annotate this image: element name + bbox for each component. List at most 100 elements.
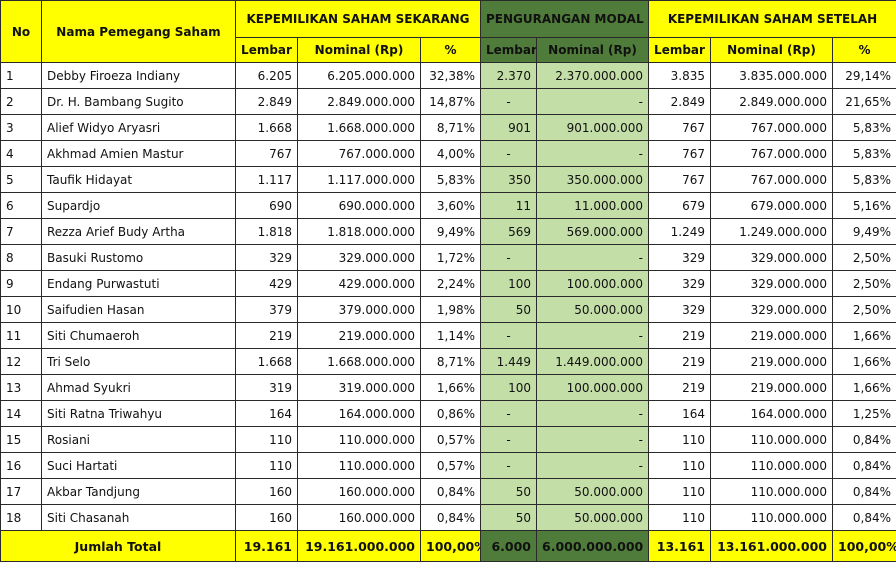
cell-no: 9 (0, 270, 42, 297)
cell-aft-nominal: 767.000.000 (710, 114, 833, 141)
cell-aft-lembar: 110 (648, 426, 711, 453)
col-header-cur-lembar: Lembar (235, 37, 298, 63)
table-row: 17 Akbar Tandjung 160 160.000.000 0,84% 50 50.… (0, 478, 896, 505)
col-header-cur-nominal: Nominal (Rp) (297, 37, 421, 63)
cell-aft-lembar: 679 (648, 192, 711, 219)
cell-cur-nominal: 429.000.000 (297, 270, 421, 297)
cell-red-nominal: 901.000.000 (536, 114, 649, 141)
cell-aft-lembar: 767 (648, 140, 711, 167)
cell-no: 2 (0, 88, 42, 115)
cell-cur-lembar: 429 (235, 270, 298, 297)
table-row: 13 Ahmad Syukri 319 319.000.000 1,66% 100 100.… (0, 374, 896, 401)
cell-aft-nominal: 767.000.000 (710, 140, 833, 167)
cell-aft-pct: 0,84% (831, 478, 896, 505)
cell-aft-lembar: 767 (648, 166, 711, 193)
cell-cur-nominal: 110.000.000 (297, 426, 421, 453)
cell-red-nominal: - (536, 88, 649, 115)
cell-cur-nominal: 690.000.000 (297, 192, 421, 219)
cell-aft-nominal: 679.000.000 (710, 192, 833, 219)
cell-no: 17 (0, 478, 42, 505)
cell-cur-lembar: 110 (235, 452, 298, 479)
cell-red-lembar: - (480, 426, 537, 453)
cell-aft-lembar: 329 (648, 270, 711, 297)
cell-red-lembar: 350 (480, 166, 537, 193)
cell-aft-nominal: 329.000.000 (710, 270, 833, 297)
col-header-red-lembar: Lembar (480, 37, 537, 63)
cell-red-nominal: 2.370.000.000 (536, 62, 649, 89)
table-row: 18 Siti Chasanah 160 160.000.000 0,84% 50 50.0… (0, 504, 896, 531)
table-row: 3 Alief Widyo Aryasri 1.668 1.668.000.000 8,… (0, 114, 896, 141)
cell-red-lembar: 11 (480, 192, 537, 219)
cell-aft-lembar: 3.835 (648, 62, 711, 89)
cell-red-lembar: 2.370 (480, 62, 537, 89)
cell-aft-pct: 5,83% (831, 114, 896, 141)
cell-red-lembar: 50 (480, 296, 537, 323)
cell-aft-nominal: 219.000.000 (710, 374, 833, 401)
cell-red-nominal: 350.000.000 (536, 166, 649, 193)
cell-cur-lembar: 164 (235, 400, 298, 427)
cell-cur-pct: 1,66% (420, 374, 481, 401)
table-row: 6 Supardjo 690 690.000.000 3,60% 11 11.000.000… (0, 192, 896, 219)
cell-red-lembar: - (480, 322, 537, 349)
header-row-groups: No Nama Pemegang Saham KEPEMILIKAN SAHAM… (0, 0, 896, 63)
cell-aft-nominal: 110.000.000 (710, 504, 833, 531)
cell-red-nominal: 1.449.000.000 (536, 348, 649, 375)
cell-cur-pct: 8,71% (420, 348, 481, 375)
total-cur-nominal: 19.161.000.000 (297, 530, 421, 562)
cell-red-nominal: 100.000.000 (536, 374, 649, 401)
cell-no: 4 (0, 140, 42, 167)
cell-aft-pct: 5,83% (831, 140, 896, 167)
cell-cur-pct: 5,83% (420, 166, 481, 193)
total-label: Jumlah Total (0, 530, 236, 562)
cell-aft-lembar: 219 (648, 322, 711, 349)
total-aft-nominal: 13.161.000.000 (710, 530, 833, 562)
cell-cur-nominal: 319.000.000 (297, 374, 421, 401)
col-header-cur-pct: % (420, 37, 481, 63)
cell-red-nominal: 100.000.000 (536, 270, 649, 297)
col-header-aft-nominal: Nominal (Rp) (710, 37, 833, 63)
cell-name: Siti Chumaeroh (41, 322, 236, 349)
cell-red-nominal: - (536, 426, 649, 453)
cell-name: Tri Selo (41, 348, 236, 375)
cell-name: Siti Chasanah (41, 504, 236, 531)
cell-no: 1 (0, 62, 42, 89)
cell-aft-lembar: 110 (648, 504, 711, 531)
cell-aft-lembar: 110 (648, 478, 711, 505)
table-row: 12 Tri Selo 1.668 1.668.000.000 8,71% 1.449 1.… (0, 348, 896, 375)
cell-cur-nominal: 767.000.000 (297, 140, 421, 167)
cell-cur-pct: 0,86% (420, 400, 481, 427)
cell-aft-lembar: 219 (648, 374, 711, 401)
cell-cur-nominal: 329.000.000 (297, 244, 421, 271)
cell-name: Endang Purwastuti (41, 270, 236, 297)
cell-cur-nominal: 379.000.000 (297, 296, 421, 323)
cell-name: Dr. H. Bambang Sugito (41, 88, 236, 115)
cell-red-nominal: 50.000.000 (536, 504, 649, 531)
cell-cur-pct: 3,60% (420, 192, 481, 219)
total-cur-pct: 100,00% (420, 530, 481, 562)
cell-cur-pct: 1,98% (420, 296, 481, 323)
cell-aft-pct: 1,66% (831, 322, 896, 349)
cell-aft-lembar: 164 (648, 400, 711, 427)
cell-aft-nominal: 2.849.000.000 (710, 88, 833, 115)
cell-aft-pct: 5,83% (831, 166, 896, 193)
table-row: 10 Saifudien Hasan 379 379.000.000 1,98% 50 50… (0, 296, 896, 323)
cell-aft-pct: 0,84% (831, 504, 896, 531)
cell-aft-lembar: 110 (648, 452, 711, 479)
cell-red-nominal: 569.000.000 (536, 218, 649, 245)
cell-cur-lembar: 690 (235, 192, 298, 219)
col-header-no: No (0, 0, 42, 63)
table-row: 5 Taufik Hidayat 1.117 1.117.000.000 5,83% 35… (0, 166, 896, 193)
cell-cur-lembar: 1.668 (235, 114, 298, 141)
cell-aft-pct: 0,84% (831, 452, 896, 479)
cell-aft-lembar: 2.849 (648, 88, 711, 115)
cell-no: 12 (0, 348, 42, 375)
cell-aft-pct: 29,14% (831, 62, 896, 89)
col-header-aft-lembar: Lembar (648, 37, 711, 63)
cell-aft-pct: 5,16% (831, 192, 896, 219)
cell-red-nominal: 11.000.000 (536, 192, 649, 219)
table-row: 2 Dr. H. Bambang Sugito 2.849 2.849.000.000… (0, 88, 896, 115)
cell-cur-pct: 9,49% (420, 218, 481, 245)
cell-cur-nominal: 110.000.000 (297, 452, 421, 479)
cell-aft-nominal: 110.000.000 (710, 452, 833, 479)
cell-cur-pct: 14,87% (420, 88, 481, 115)
